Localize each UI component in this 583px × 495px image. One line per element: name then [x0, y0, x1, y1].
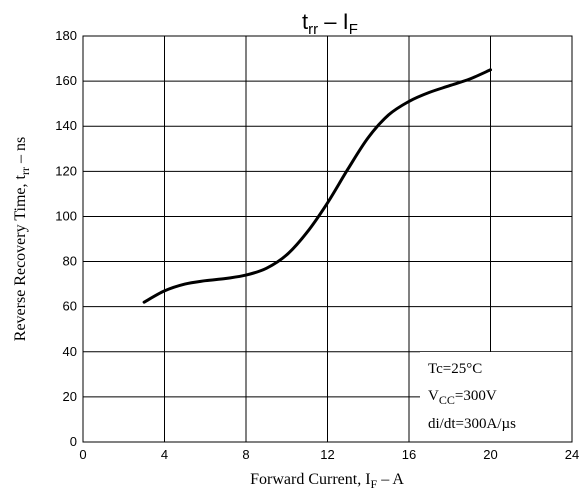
- title-rhs: I: [343, 9, 349, 34]
- y-tick-label: 140: [55, 118, 77, 133]
- x-tick-label: 4: [161, 447, 168, 462]
- annotation-vcc-prefix: V: [428, 388, 439, 404]
- chart-title: trr – IF: [302, 9, 358, 38]
- y-tick-label: 100: [55, 208, 77, 223]
- legend-box: [420, 352, 572, 442]
- x-axis-label-prefix: Forward Current, I: [250, 471, 370, 488]
- y-axis-label-sub: rr: [18, 167, 32, 175]
- annotation-didt: di/dt=300A/µs: [428, 416, 516, 432]
- annotation-vcc-sub: CC: [439, 393, 455, 407]
- x-tick-label: 24: [565, 447, 579, 462]
- y-tick-label: 40: [63, 344, 77, 359]
- y-tick-label: 80: [63, 254, 77, 269]
- x-axis-label-suffix: – A: [377, 471, 404, 488]
- x-axis-label: Forward Current, IF – A: [250, 471, 404, 491]
- title-main-sub: rr: [308, 21, 318, 38]
- title-rhs-sub: F: [349, 21, 358, 38]
- x-axis-label-sub: F: [371, 477, 378, 491]
- y-tick-label: 160: [55, 73, 77, 88]
- y-tick-label: 120: [55, 163, 77, 178]
- y-tick-label: 0: [70, 434, 77, 449]
- tick-labels: 0 4 8 12 16 20 24 0 20 40 60 80 100 120 140 160 180: [55, 28, 579, 462]
- y-axis-label-suffix: – ns: [12, 137, 29, 167]
- x-tick-label: 20: [483, 447, 497, 462]
- y-axis-label: Reverse Recovery Time, trr – ns: [12, 137, 32, 341]
- title-sep: –: [318, 9, 342, 34]
- x-tick-label: 0: [79, 447, 86, 462]
- x-tick-label: 12: [320, 447, 334, 462]
- annotation-vcc-suffix: =300V: [455, 388, 497, 404]
- trr-curve: [142, 68, 492, 304]
- x-tick-label: 16: [402, 447, 416, 462]
- plot-frame: [82, 35, 573, 443]
- annotation-vcc: VCC=300V: [428, 388, 497, 407]
- y-tick-label: 180: [55, 28, 77, 43]
- title-main: t: [302, 9, 308, 34]
- y-tick-label: 60: [63, 299, 77, 314]
- y-tick-label: 20: [63, 389, 77, 404]
- y-axis-label-prefix: Reverse Recovery Time, t: [12, 174, 29, 341]
- annotation-tc: Tc=25°C: [428, 361, 482, 377]
- x-tick-label: 8: [242, 447, 249, 462]
